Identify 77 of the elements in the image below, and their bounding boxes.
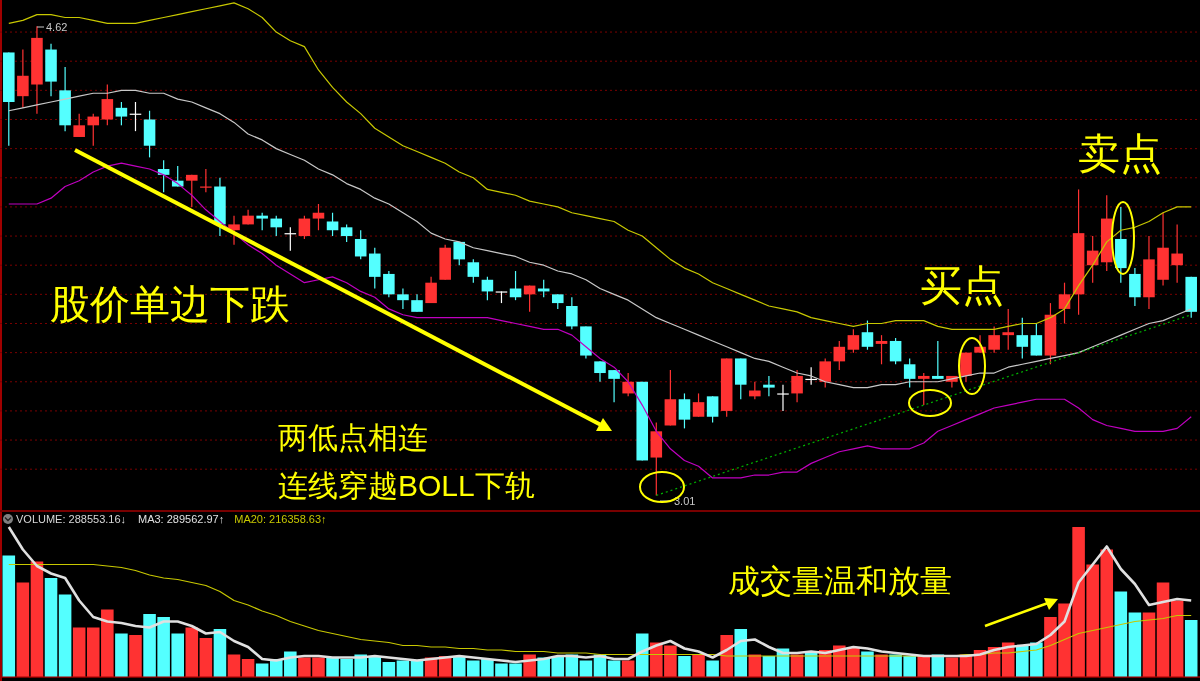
candlestick [777, 384, 789, 412]
candlestick [932, 340, 944, 380]
bar [2, 555, 16, 677]
annotation: 卖点 [1078, 130, 1162, 177]
candlestick [861, 319, 874, 351]
candlestick [833, 340, 846, 371]
candlestick [903, 357, 916, 389]
candlestick [73, 113, 85, 138]
candlestick [186, 174, 198, 208]
bar [115, 633, 128, 677]
candlestick [481, 276, 494, 301]
candlestick [763, 375, 775, 397]
text: VOLUME: 288553.16↓ [16, 513, 127, 525]
annotation: 连线穿越BOLL下轨 [278, 469, 535, 502]
candlestick [369, 247, 381, 290]
candlestick [1016, 317, 1029, 360]
candlestick [847, 328, 860, 354]
candlestick [354, 229, 367, 260]
candlestick [608, 369, 620, 403]
candlestick [917, 372, 930, 406]
candlestick [1058, 282, 1071, 325]
candlestick [467, 258, 480, 284]
candlestick [566, 296, 578, 330]
bar [1114, 591, 1128, 677]
candlestick [706, 395, 719, 424]
candlestick [988, 325, 1000, 354]
candlestick [1129, 267, 1141, 307]
candlestick [819, 357, 831, 389]
bar [1128, 612, 1142, 677]
bar [734, 629, 748, 677]
candlestick [594, 360, 606, 383]
bar [72, 627, 86, 677]
bar [129, 635, 142, 677]
bar [635, 633, 649, 677]
candlestick [87, 113, 100, 147]
candlestick [1002, 308, 1014, 351]
annotation: 成交量温和放量 [728, 563, 952, 599]
candlestick [791, 369, 803, 403]
annotation: 股价单边下跌 [50, 282, 290, 326]
bar [678, 656, 691, 677]
text: MA3: 289562.97↑ [138, 513, 225, 525]
candlestick [270, 215, 283, 237]
bar [199, 638, 213, 677]
bar [241, 659, 255, 677]
candlestick [875, 334, 888, 365]
annotation: 4.62 [46, 21, 68, 33]
bar [30, 561, 44, 677]
bar [185, 627, 199, 677]
candlestick [326, 212, 339, 237]
candlestick [101, 83, 114, 126]
bar [44, 578, 58, 677]
bar [692, 654, 705, 677]
bar [1156, 582, 1170, 677]
annotation: 两低点相连 [278, 421, 428, 454]
bar [1184, 620, 1198, 677]
candlestick [692, 392, 705, 418]
candlestick [889, 337, 902, 365]
bar [706, 660, 719, 677]
candlestick [960, 352, 972, 383]
bar [1142, 612, 1156, 677]
candlestick [115, 101, 128, 126]
candlestick [1030, 322, 1043, 357]
candlestick [397, 287, 409, 310]
candlestick [1171, 223, 1183, 284]
bar [1170, 600, 1184, 677]
candlestick [678, 392, 691, 429]
candlestick [228, 215, 240, 246]
candlestick [298, 215, 311, 240]
annotation: 买点 [920, 262, 1004, 309]
text: MA20: 216358.63↑ [234, 513, 327, 525]
candlestick [17, 48, 29, 109]
candlestick [425, 276, 437, 304]
candlestick [312, 203, 325, 231]
candlestick [383, 270, 395, 298]
bar [917, 656, 931, 677]
bar [58, 594, 72, 677]
bar [16, 582, 30, 677]
